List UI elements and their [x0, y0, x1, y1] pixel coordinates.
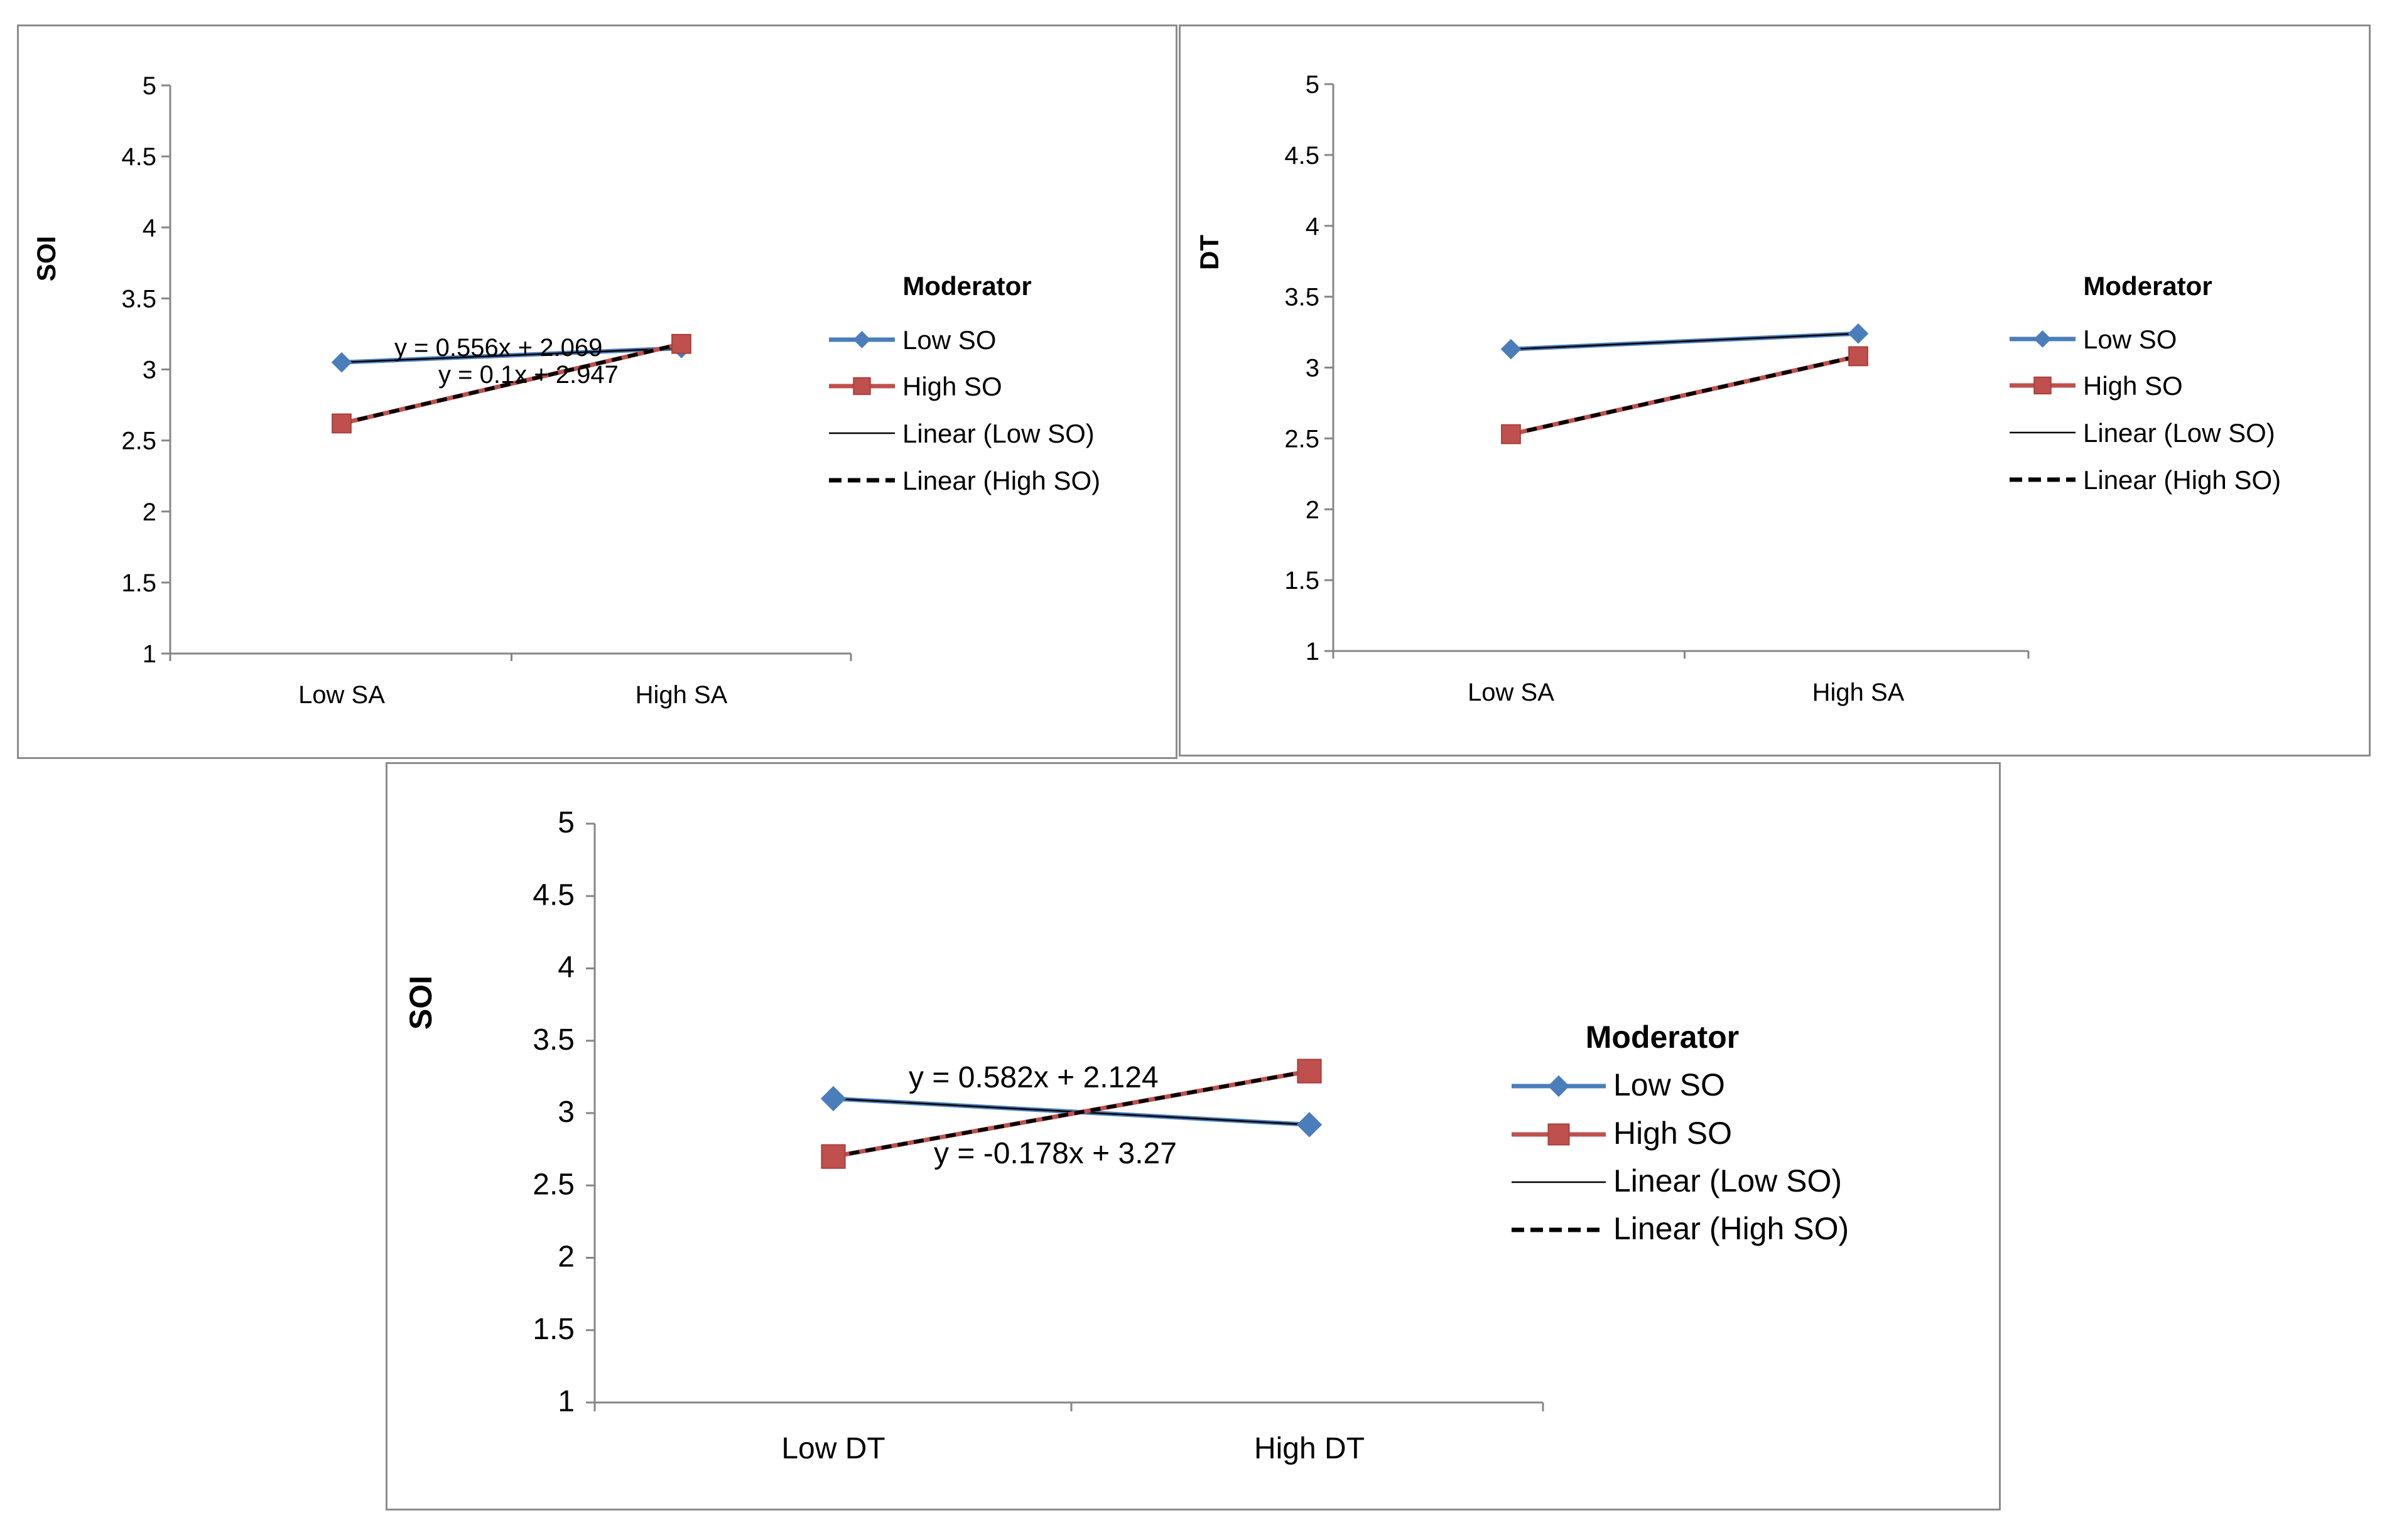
- legend-entry-label: High SO: [1613, 1116, 1732, 1151]
- trendline-equation: y = 0.1x + 2.947: [438, 361, 619, 389]
- x-tick-label: High SA: [1812, 679, 1905, 706]
- trendline-low-so: [1510, 333, 1859, 350]
- x-tick-label: High SA: [636, 681, 728, 709]
- trendline-equation: y = 0.556x + 2.069: [394, 334, 602, 362]
- point-high-so: [1848, 346, 1868, 367]
- y-tick-label: 4.5: [533, 878, 575, 912]
- legend-entry-label: Low SO: [2083, 325, 2177, 354]
- legend-title: Moderator: [2083, 271, 2212, 301]
- y-tick-label: 5: [1306, 71, 1319, 99]
- point-low-so: [1500, 338, 1522, 360]
- y-tick-label: 4.5: [121, 143, 156, 171]
- point-low-so: [1296, 1112, 1323, 1138]
- point-high-so: [671, 333, 691, 354]
- y-axis-label: SOI: [403, 976, 438, 1030]
- legend-marker-low-so: [853, 331, 871, 348]
- point-low-so: [820, 1085, 847, 1112]
- legend-marker-high-so: [2033, 376, 2052, 395]
- legend-title: Moderator: [1586, 1020, 1739, 1055]
- y-tick-label: 4: [143, 214, 156, 242]
- legend-entry-label: High SO: [2083, 371, 2183, 401]
- series-line-high-so: [833, 1069, 1310, 1159]
- y-tick-label: 1: [1306, 638, 1319, 665]
- x-tick-label: Low DT: [781, 1432, 885, 1465]
- point-high-so: [1297, 1058, 1322, 1084]
- point-low-so: [331, 352, 352, 373]
- y-tick-label: 1.5: [121, 569, 156, 597]
- y-axis-label: DT: [1194, 235, 1224, 270]
- legend-entry-label: Linear (Low SO): [1613, 1163, 1842, 1198]
- y-tick-label: 3.5: [121, 285, 156, 313]
- y-tick-label: 1: [558, 1385, 575, 1418]
- y-tick-label: 5: [143, 72, 156, 100]
- y-tick-label: 4: [1306, 213, 1319, 240]
- trendline-equation: y = -0.178x + 3.27: [934, 1137, 1177, 1170]
- legend-title: Moderator: [902, 271, 1031, 301]
- legend-entry-label: Linear (High SO): [902, 466, 1100, 495]
- legend-marker-high-so: [1547, 1123, 1570, 1146]
- point-high-so: [332, 413, 352, 434]
- x-tick-label: High DT: [1254, 1432, 1365, 1465]
- y-tick-label: 2: [143, 498, 156, 526]
- y-tick-label: 3: [558, 1096, 575, 1129]
- point-high-so: [1501, 424, 1521, 444]
- point-high-so: [821, 1144, 846, 1169]
- y-tick-label: 5: [558, 806, 575, 839]
- chart-panel-soi-dt: 1 1.5 2 2.5 3 3.5 4 4.5 5 Low DT High DT SOI y = 0.5…: [386, 762, 2001, 1510]
- trendline-high-so: [1510, 354, 1859, 436]
- legend-entry-label: High SO: [902, 372, 1002, 401]
- chart-soi-by-sa: 1 1.5 2 2.5 3 3.5 4 4.5 5 Low SA High SA SOI y = 0.5…: [31, 72, 1100, 709]
- x-tick-label: Low SA: [1468, 679, 1554, 706]
- y-tick-label: 3: [143, 357, 156, 384]
- point-low-so: [1848, 323, 1869, 344]
- x-tick-label: Low SA: [298, 681, 385, 709]
- legend-entry-label: Low SO: [1613, 1067, 1725, 1102]
- legend-entry-label: Linear (Low SO): [2083, 418, 2275, 448]
- y-tick-label: 3.5: [1284, 284, 1319, 311]
- y-tick-label: 2: [558, 1241, 575, 1274]
- y-tick-label: 1: [143, 640, 156, 668]
- legend-entry-label: Linear (High SO): [2083, 465, 2281, 495]
- legend-entry-label: Low SO: [902, 325, 996, 355]
- y-tick-label: 1.5: [1284, 567, 1319, 595]
- y-tick-label: 1.5: [533, 1313, 575, 1346]
- trendline-high-so: [341, 342, 682, 426]
- legend-marker-low-so: [1547, 1075, 1570, 1097]
- y-tick-label: 4.5: [1284, 142, 1319, 170]
- y-tick-label: 4: [558, 951, 575, 984]
- y-tick-label: 3: [1306, 355, 1319, 382]
- y-axis-label: SOI: [31, 236, 61, 281]
- chart-panel-soi-sa: 1 1.5 2 2.5 3 3.5 4 4.5 5 Low SA High SA SOI y = 0.5…: [17, 24, 1177, 759]
- y-tick-label: 2: [1306, 496, 1319, 524]
- y-tick-label: 2.5: [533, 1168, 575, 1201]
- y-tick-label: 3.5: [533, 1023, 575, 1057]
- chart-soi-by-dt: 1 1.5 2 2.5 3 3.5 4 4.5 5 Low DT High DT SOI y = 0.5…: [403, 806, 1849, 1465]
- legend-entry-label: Linear (High SO): [1613, 1211, 1849, 1246]
- legend-marker-high-so: [853, 377, 871, 396]
- trendline-equation: y = 0.582x + 2.124: [909, 1061, 1159, 1094]
- legend-marker-low-so: [2033, 330, 2052, 348]
- legend-entry-label: Linear (Low SO): [902, 419, 1095, 448]
- chart-dt-by-sa: 1 1.5 2 2.5 3 3.5 4 4.5 5 Low SA High SA DT Moderato…: [1194, 71, 2281, 706]
- y-tick-label: 2.5: [1284, 425, 1319, 453]
- y-tick-label: 2.5: [121, 428, 156, 455]
- chart-panel-dt-sa: 1 1.5 2 2.5 3 3.5 4 4.5 5 Low SA High SA DT Moderato…: [1179, 24, 2371, 757]
- trendline-low-so: [341, 347, 682, 363]
